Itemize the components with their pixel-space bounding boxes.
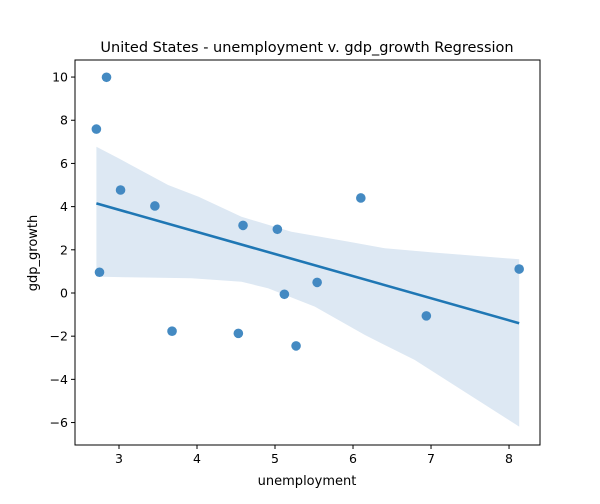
x-tick-label: 8 xyxy=(505,451,513,466)
y-tick-label: 4 xyxy=(60,199,68,214)
y-tick-label: −4 xyxy=(50,372,68,387)
data-point xyxy=(115,185,126,195)
y-tick-label: 0 xyxy=(60,285,68,300)
data-point xyxy=(356,193,366,203)
y-tick-label: −2 xyxy=(50,329,68,344)
chart-title: United States - unemployment v. gdp_grow… xyxy=(100,40,513,56)
data-point xyxy=(291,341,301,351)
regression-line xyxy=(96,202,520,325)
y-tick-label: 10 xyxy=(52,70,68,85)
data-point xyxy=(312,277,322,288)
data-point xyxy=(167,326,177,337)
data-point xyxy=(94,267,105,278)
y-tick-label: 8 xyxy=(60,113,68,128)
data-point xyxy=(233,328,244,339)
data-point xyxy=(272,224,283,235)
y-axis-label: gdp_growth xyxy=(26,215,41,292)
y-tick-label: 6 xyxy=(60,156,68,171)
x-axis-label: unemployment xyxy=(258,474,357,489)
y-tick-label: 2 xyxy=(60,242,68,257)
x-tick-label: 4 xyxy=(193,451,201,466)
y-tick-label: −6 xyxy=(50,415,68,430)
data-point xyxy=(238,220,248,231)
confidence-band xyxy=(96,146,520,427)
data-point xyxy=(91,124,102,134)
x-tick-label: 3 xyxy=(115,451,123,466)
data-point xyxy=(101,72,112,83)
data-point xyxy=(514,264,524,274)
plot-frame xyxy=(74,59,541,446)
data-point xyxy=(150,201,160,211)
x-tick-label: 5 xyxy=(271,451,279,466)
data-point xyxy=(279,289,290,300)
data-point xyxy=(421,311,432,321)
x-tick-label: 7 xyxy=(427,451,435,466)
x-tick-label: 6 xyxy=(349,451,357,466)
